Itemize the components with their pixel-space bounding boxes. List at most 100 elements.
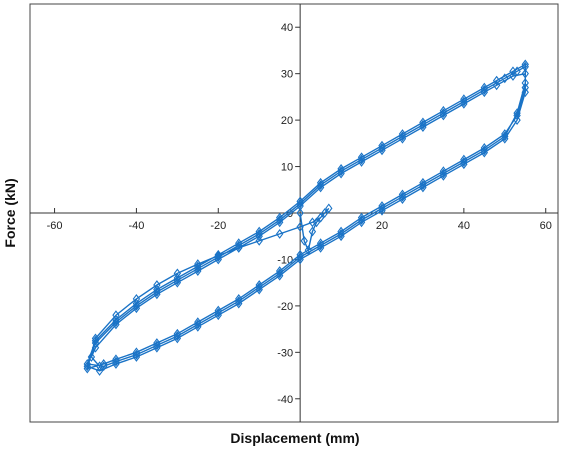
diamond-marker (357, 152, 366, 163)
diamond-marker (235, 242, 243, 253)
diamond-marker (132, 294, 141, 304)
diamond-marker (439, 168, 448, 179)
y-tick-label: 30 (281, 69, 293, 81)
diamond-marker (321, 208, 329, 218)
diamond-marker (194, 266, 202, 276)
diamond-marker (419, 180, 427, 191)
diamond-marker (357, 212, 366, 223)
diamond-marker (337, 163, 345, 174)
diamond-marker (275, 228, 284, 239)
diamond-marker (153, 284, 161, 295)
diamond-marker (398, 189, 407, 200)
diamond-marker (173, 277, 182, 288)
diamond-marker (296, 201, 304, 211)
x-axis-title: Displacement (mm) (230, 430, 359, 446)
x-tick-label: 60 (540, 220, 552, 232)
diamond-marker (214, 250, 222, 261)
x-tick-label: 20 (376, 220, 388, 232)
diamond-marker (316, 240, 325, 251)
y-tick-label: -40 (277, 394, 293, 406)
diamond-marker (378, 201, 386, 211)
diamond-marker (275, 266, 284, 276)
diamond-marker (304, 245, 313, 256)
y-axis-title: Force (kN) (2, 178, 18, 247)
diamond-marker (480, 82, 489, 93)
diamond-marker (419, 117, 427, 128)
diamond-marker (439, 110, 448, 121)
diamond-marker (460, 154, 468, 165)
diamond-marker (398, 129, 407, 139)
diamond-marker (357, 156, 366, 167)
diamond-marker (173, 331, 182, 341)
diamond-marker (95, 365, 104, 376)
diamond-marker (308, 217, 317, 228)
x-tick-label: 40 (458, 220, 470, 232)
diamond-marker (255, 280, 263, 290)
diamond-marker (296, 249, 304, 260)
diamond-marker (153, 338, 161, 348)
diamond-marker (480, 87, 489, 98)
diamond-marker (83, 359, 91, 369)
diamond-marker (87, 352, 96, 362)
diamond-marker (501, 73, 509, 84)
diamond-marker (153, 280, 161, 290)
diamond-marker (513, 115, 521, 126)
diamond-marker (275, 217, 284, 228)
diamond-marker (398, 133, 407, 144)
diamond-marker (255, 235, 263, 246)
y-tick-label: 20 (281, 115, 293, 127)
diamond-marker (492, 80, 501, 91)
diamond-marker (521, 59, 529, 70)
diamond-marker (194, 317, 202, 328)
y-tick-label: 40 (281, 22, 293, 34)
diamond-marker (132, 298, 141, 309)
diamond-marker (501, 131, 509, 142)
diamond-marker (173, 328, 182, 339)
diamond-marker (521, 87, 529, 98)
diamond-marker (214, 307, 222, 318)
diamond-marker (419, 122, 427, 132)
diamond-marker (194, 261, 202, 272)
diamond-marker (378, 145, 386, 156)
diamond-marker (275, 268, 284, 279)
diamond-marker (300, 235, 308, 246)
diamond-marker (255, 282, 263, 293)
y-tick-label: -20 (277, 301, 293, 313)
diamond-marker (112, 354, 120, 365)
diamond-marker (521, 68, 529, 79)
diamond-marker (112, 356, 120, 367)
diamond-marker (439, 166, 448, 177)
diamond-marker (214, 305, 222, 316)
diamond-marker (509, 71, 517, 81)
diamond-marker (337, 228, 345, 239)
diamond-marker (173, 268, 182, 279)
diamond-marker (460, 156, 468, 167)
diamond-marker (153, 289, 161, 300)
diamond-marker (194, 259, 202, 270)
y-tick-label: -30 (277, 347, 293, 359)
x-tick-labels: -60 -40 -20 20 40 60 (47, 220, 552, 232)
diamond-marker (460, 98, 468, 109)
diamond-marker (132, 349, 141, 360)
diamond-marker (501, 129, 509, 139)
diamond-marker (91, 342, 100, 353)
diamond-marker (316, 238, 325, 249)
diamond-marker (378, 203, 386, 214)
diamond-marker (112, 314, 120, 325)
diamond-marker (91, 335, 100, 346)
diamond-marker (296, 252, 304, 263)
diamond-marker (235, 294, 243, 304)
diamond-marker (378, 140, 386, 151)
diamond-marker (194, 319, 202, 330)
diamond-marker (214, 249, 222, 260)
diamond-marker (296, 208, 304, 218)
diamond-marker (275, 212, 284, 223)
diamond-marker (255, 231, 263, 242)
diamond-marker (492, 75, 501, 86)
diamond-marker (509, 66, 517, 77)
diamond-marker (235, 296, 243, 307)
diamond-marker (308, 226, 317, 237)
diamond-marker (153, 340, 161, 351)
